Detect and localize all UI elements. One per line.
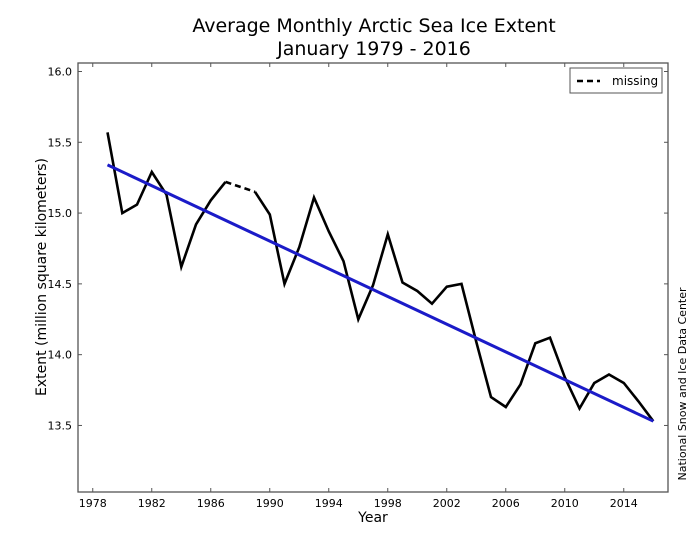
x-tick-label: 1994 xyxy=(315,497,343,510)
x-axis-ticks: 1978 1982 1986 1990 1994 1998 2002 2006 2010 2014 xyxy=(79,63,638,510)
legend-missing-label: missing xyxy=(612,74,658,88)
extent-line-segment xyxy=(253,191,655,422)
chart-title: Average Monthly Arctic Sea Ice Extent xyxy=(192,15,555,37)
x-tick-label: 1990 xyxy=(256,497,284,510)
x-tick-label: 1978 xyxy=(79,497,107,510)
legend-box xyxy=(569,67,663,94)
x-tick-label: 2010 xyxy=(551,497,579,510)
y-tick-label: 15.0 xyxy=(48,207,73,220)
x-tick-label: 1986 xyxy=(197,497,225,510)
legend: missing xyxy=(569,67,663,94)
y-axis-label: Extent (million square kilometers) xyxy=(34,158,50,396)
x-tick-label: 1982 xyxy=(138,497,166,510)
x-tick-label: 2002 xyxy=(433,497,461,510)
y-tick-label: 14.0 xyxy=(48,349,73,362)
y-tick-label: 13.5 xyxy=(48,419,73,432)
credit-label: National Snow and Ice Data Center xyxy=(676,287,689,481)
trend-line xyxy=(106,163,654,423)
x-axis-label: Year xyxy=(357,510,388,526)
x-tick-label: 2006 xyxy=(492,497,520,510)
chart-subtitle: January 1979 - 2016 xyxy=(276,38,471,60)
x-tick-label: 1998 xyxy=(374,497,402,510)
plot-series xyxy=(106,132,655,423)
y-tick-label: 14.5 xyxy=(48,278,73,291)
y-tick-label: 16.0 xyxy=(48,65,73,78)
missing-data-line xyxy=(225,180,256,194)
x-tick-label: 2014 xyxy=(610,497,638,510)
extent-line-segment xyxy=(106,132,227,272)
y-tick-label: 15.5 xyxy=(48,136,73,149)
y-axis-ticks: 13.5 14.0 14.5 15.0 15.5 16.0 xyxy=(48,65,668,432)
plot-frame xyxy=(77,62,669,493)
